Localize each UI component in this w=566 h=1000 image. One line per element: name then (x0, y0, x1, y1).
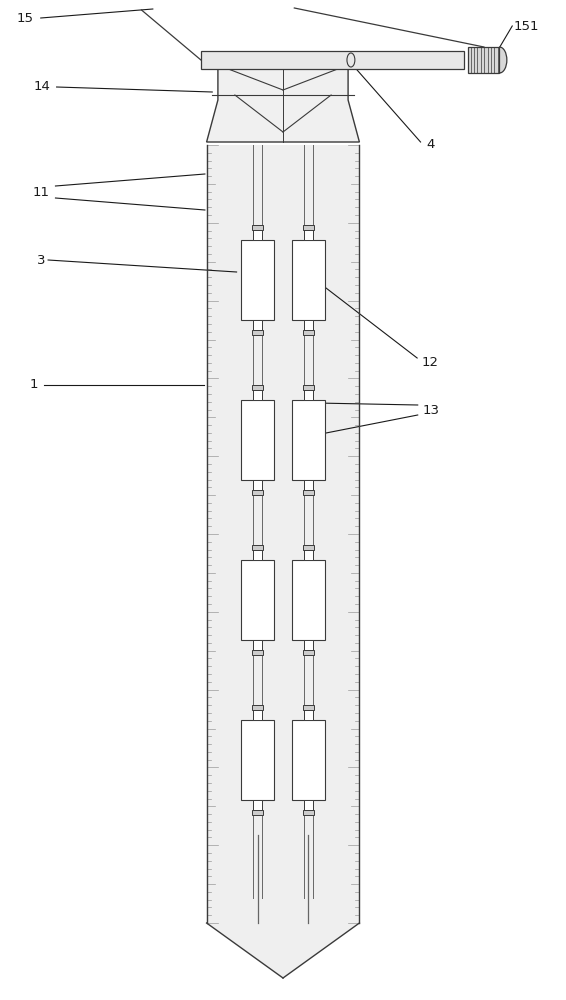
Bar (303, 810, 314, 815)
Bar (305, 320, 312, 330)
Bar (305, 640, 312, 650)
Bar (241, 240, 274, 320)
Bar (303, 490, 314, 495)
Bar (303, 705, 314, 710)
Bar (254, 230, 261, 240)
Bar (241, 720, 274, 800)
Polygon shape (207, 65, 359, 142)
Bar (252, 330, 263, 335)
Bar (252, 650, 263, 655)
Bar (252, 545, 263, 550)
Bar (469, 47, 500, 73)
Bar (254, 710, 261, 720)
Bar (254, 640, 261, 650)
Bar (252, 810, 263, 815)
Wedge shape (499, 47, 507, 73)
Bar (252, 225, 263, 230)
Bar (254, 800, 261, 810)
Bar (292, 400, 325, 480)
Text: 4: 4 (426, 138, 434, 151)
Bar (241, 560, 274, 640)
Bar (201, 51, 464, 69)
Bar (303, 330, 314, 335)
Bar (305, 550, 312, 560)
Bar (292, 720, 325, 800)
Text: 1: 1 (29, 378, 38, 391)
Text: 11: 11 (32, 186, 49, 198)
Bar (292, 240, 325, 320)
Bar (254, 550, 261, 560)
Bar (305, 390, 312, 400)
Text: 3: 3 (36, 253, 45, 266)
Bar (252, 385, 263, 390)
Bar (292, 560, 325, 640)
Bar (305, 800, 312, 810)
Bar (252, 705, 263, 710)
Text: 15: 15 (17, 11, 34, 24)
Bar (241, 400, 274, 480)
Text: 14: 14 (34, 81, 51, 94)
Bar (305, 230, 312, 240)
Bar (254, 390, 261, 400)
Text: 13: 13 (423, 403, 440, 416)
Bar (305, 710, 312, 720)
Text: 12: 12 (422, 356, 439, 368)
Bar (303, 385, 314, 390)
Bar (303, 225, 314, 230)
Polygon shape (207, 145, 359, 978)
Bar (252, 490, 263, 495)
Bar (254, 480, 261, 490)
Text: 151: 151 (513, 19, 539, 32)
Bar (254, 320, 261, 330)
Bar (305, 480, 312, 490)
Bar (303, 545, 314, 550)
Bar (303, 650, 314, 655)
